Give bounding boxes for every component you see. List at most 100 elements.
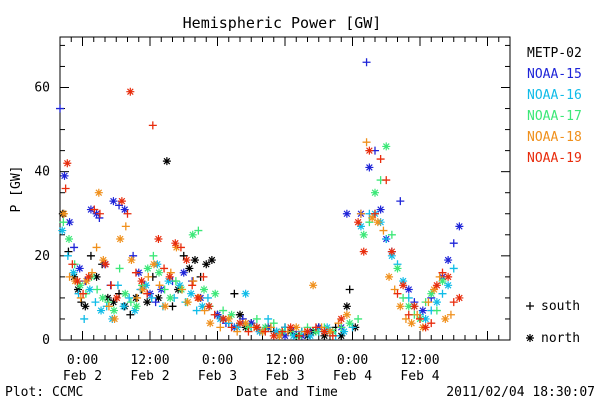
north-marker [109,298,118,307]
south-marker [59,218,68,227]
north-marker [342,302,351,311]
south-marker [115,201,124,210]
north-marker [75,264,84,273]
north-marker [272,327,281,336]
south-marker [334,319,343,328]
south-marker [264,314,273,323]
south-marker [143,289,152,298]
south-marker [210,310,219,319]
south-marker [56,104,64,113]
north-marker [224,314,233,323]
south-marker [393,289,402,298]
north-marker [407,319,416,328]
north-marker [404,285,413,294]
north-marker [526,334,534,342]
north-marker [326,327,334,336]
marker-legend-label: south [541,299,580,314]
north-marker [320,331,329,340]
north-marker [365,146,374,155]
south-marker [147,293,156,302]
north-marker [127,256,136,265]
north-marker [149,260,158,269]
series-noaa-16 [58,209,458,340]
north-marker [166,293,175,302]
north-marker [116,235,125,243]
south-marker [413,310,422,319]
north-marker [286,323,295,332]
y-axis-label: P [GW] [9,166,24,213]
x-tick-time-label: 12:00 [265,353,304,368]
south-marker [63,251,72,260]
north-marker [311,327,320,336]
north-marker [399,281,408,290]
north-marker [359,230,368,239]
north-marker [187,289,196,298]
south-marker [125,293,134,302]
north-marker [175,281,184,290]
south-marker [238,314,247,323]
south-marker [131,268,140,277]
south-marker [244,327,253,336]
north-marker [85,285,94,294]
north-marker [275,331,284,340]
south-marker [65,272,74,281]
south-marker [365,218,374,227]
north-marker [236,319,244,328]
south-marker [194,226,203,235]
south-marker [88,268,97,277]
south-marker [227,323,236,332]
legend-item: NOAA-17 [527,109,582,124]
north-marker [455,222,464,231]
south-marker [107,281,116,290]
south-marker [126,310,135,319]
north-marker [211,289,220,298]
north-marker [94,188,103,197]
north-marker [244,323,253,332]
north-marker [289,331,298,340]
south-marker [362,58,371,67]
south-marker [266,323,275,332]
north-marker [342,310,351,319]
south-marker [401,314,410,323]
south-marker [70,243,79,252]
data-markers [56,58,464,340]
south-marker [149,251,158,260]
north-marker [236,310,244,319]
footer-plot-credit: Plot: CCMC [5,385,83,400]
south-marker [203,293,212,302]
north-marker [365,163,374,172]
marker-legend: south north [526,299,580,346]
south-marker [123,209,132,218]
north-marker [387,251,396,260]
north-marker [143,264,152,273]
north-marker [219,314,228,323]
south-marker [189,277,198,286]
south-marker [379,226,388,235]
north-marker [120,205,129,214]
north-marker [172,243,181,252]
south-marker [295,331,304,340]
north-marker [396,302,405,311]
north-marker [69,268,78,277]
y-tick-label: 40 [34,165,50,180]
south-marker [233,327,242,336]
legend-item: METP-02 [527,46,582,61]
south-marker [188,281,197,290]
north-marker [154,293,163,302]
north-marker [441,314,450,323]
north-marker [138,285,147,294]
legend-item: NOAA-16 [527,88,582,103]
south-marker [261,327,270,336]
north-marker [359,247,368,256]
south-marker [79,289,88,298]
south-marker [438,289,447,298]
x-tick-date-label: Feb 3 [198,369,237,384]
north-marker [59,209,68,218]
x-tick-date-label: Feb 4 [400,369,439,384]
north-marker [432,281,441,290]
x-tick-date-label: Feb 3 [265,369,304,384]
north-marker [444,272,453,281]
north-marker [70,272,79,281]
